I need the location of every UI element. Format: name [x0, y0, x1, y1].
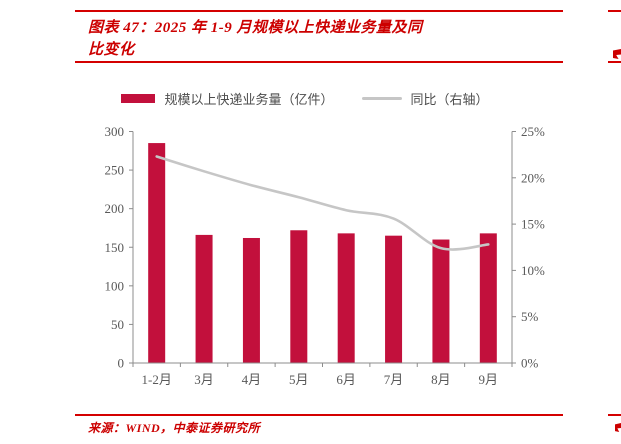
- bar-series-label: 规模以上快递业务量（亿件）: [164, 91, 334, 107]
- x-category-label: 7月: [384, 372, 404, 387]
- right-tick-label: 0%: [521, 356, 539, 371]
- left-tick-label: 250: [105, 163, 125, 178]
- x-category-label: 6月: [336, 372, 356, 387]
- bar-8月: [432, 239, 450, 363]
- bar-1-2月: [148, 143, 166, 363]
- x-category-label: 5月: [289, 372, 309, 387]
- source-attribution: 来源：WIND，中泰证券研究所: [88, 421, 261, 435]
- x-category-label: 8月: [431, 372, 451, 387]
- left-tick-label: 0: [118, 356, 125, 371]
- left-tick-label: 150: [105, 240, 125, 255]
- top-rule: [75, 10, 563, 12]
- x-category-label: 1-2月: [142, 372, 172, 387]
- right-tick-label: 20%: [521, 170, 545, 185]
- bar-6月: [337, 233, 355, 363]
- right-tick-label: 25%: [521, 124, 545, 139]
- bar-3月: [195, 234, 213, 363]
- right-tick-label: 5%: [521, 309, 539, 324]
- figure-title-line1: 图表 47：2025 年 1-9 月规模以上快递业务量及同: [88, 20, 423, 36]
- left-tick-label: 100: [105, 278, 125, 293]
- left-tick-label: 200: [105, 201, 125, 216]
- yoy-line: [155, 155, 490, 251]
- adjacent-column-top-rule-fragment: [608, 10, 621, 12]
- title-divider-rule: [75, 61, 563, 63]
- bar-5月: [290, 230, 308, 363]
- right-tick-label: 10%: [521, 263, 545, 278]
- bar-9月: [479, 233, 497, 363]
- bar-series-swatch: [121, 93, 156, 103]
- left-tick-label: 300: [105, 124, 125, 139]
- footer-rule: [75, 414, 563, 416]
- adjacent-column-divider-rule-fragment: [608, 61, 621, 63]
- x-category-label: 4月: [242, 372, 262, 387]
- right-tick-label: 15%: [521, 217, 545, 232]
- combo-chart: 300 250 200 150 100 50 0 25% 20% 15% 10% 5% 0% 1-2月 3月…: [105, 124, 546, 387]
- figure-title-line2: 比变化: [88, 42, 135, 58]
- x-category-label: 3月: [194, 372, 214, 387]
- chart-legend: 规模以上快递业务量（亿件） 同比（右轴）: [85, 88, 525, 108]
- figure-title: 图表 47：2025 年 1-9 月规模以上快递业务量及同 比变化: [88, 17, 570, 61]
- adjacent-column-footer-rule-fragment: [608, 414, 621, 416]
- adjacent-column-text-fragment: [613, 49, 621, 59]
- bar-7月: [385, 235, 403, 363]
- line-series-label: 同比（右轴）: [410, 91, 489, 107]
- left-tick-label: 50: [111, 317, 124, 332]
- bar-4月: [242, 237, 260, 363]
- line-series-swatch: [361, 96, 402, 100]
- adjacent-column-footer-text-fragment: [615, 423, 621, 432]
- x-category-label: 9月: [479, 372, 499, 387]
